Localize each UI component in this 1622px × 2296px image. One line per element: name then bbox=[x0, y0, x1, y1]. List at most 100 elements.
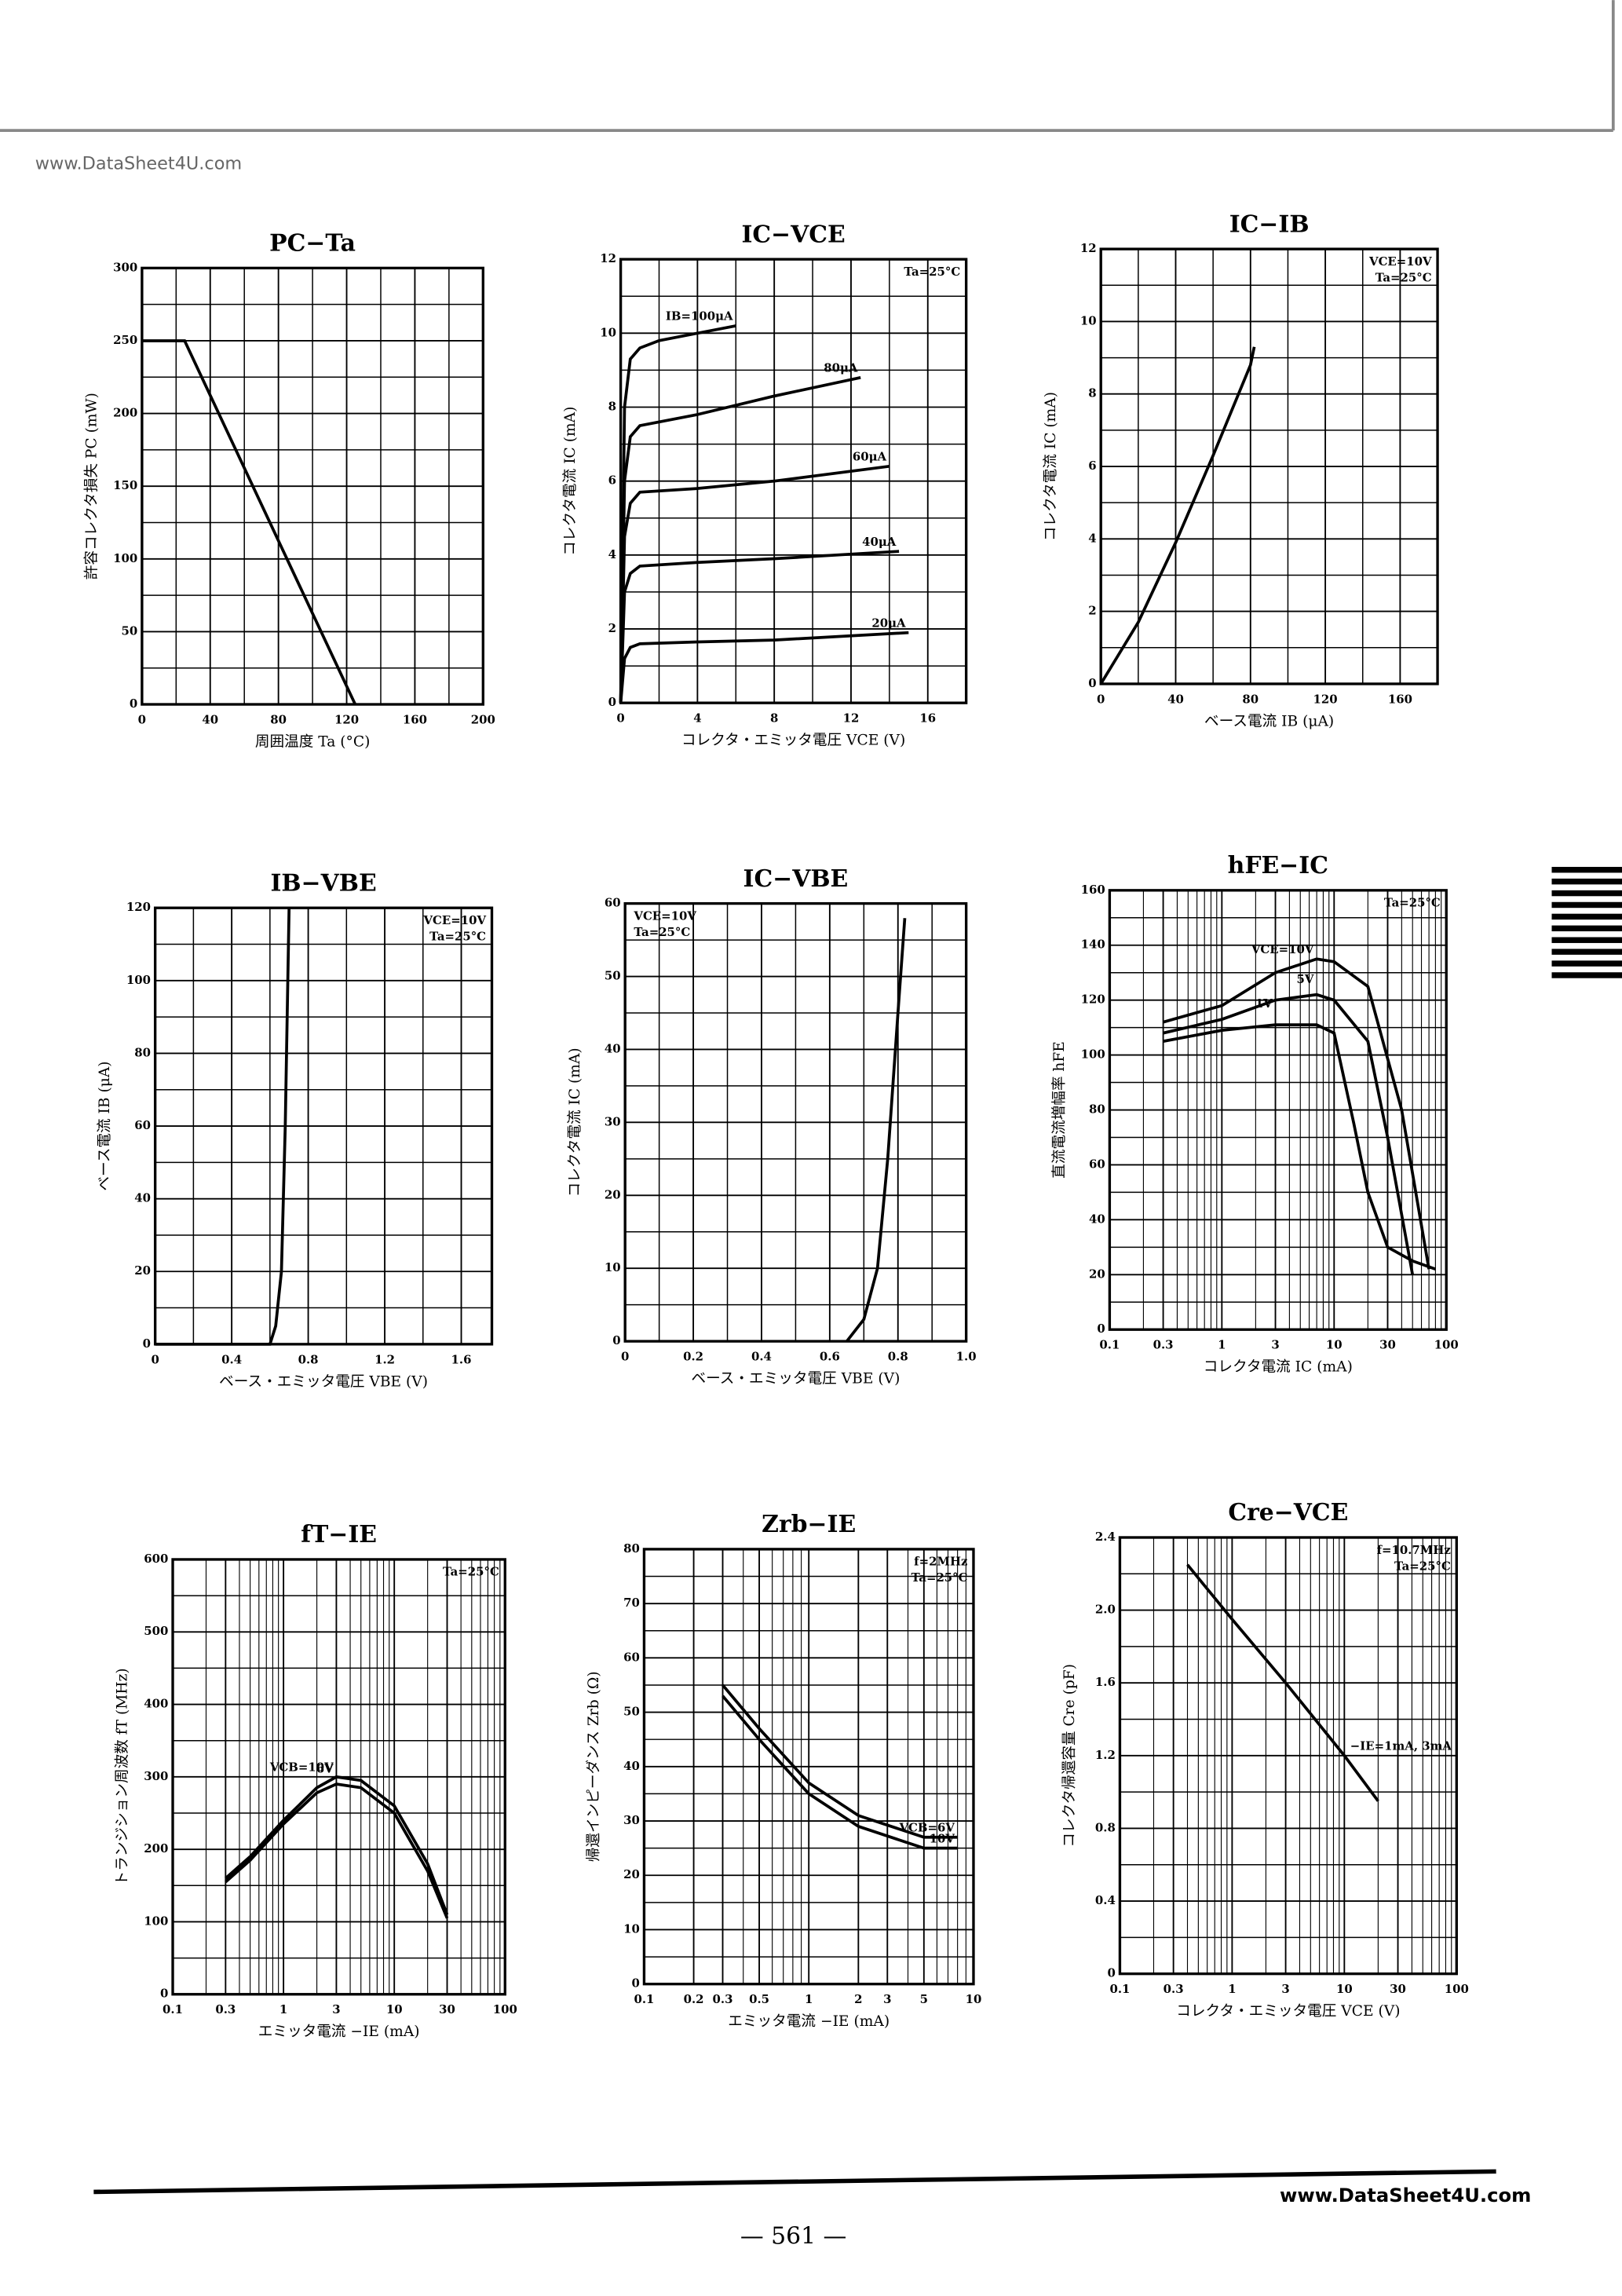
x-tick-label: 1.2 bbox=[374, 1352, 395, 1366]
y-tick-label: 0.4 bbox=[1095, 1893, 1116, 1907]
y-tick-label: 10 bbox=[600, 325, 616, 339]
chart-title: IC−IB bbox=[1229, 210, 1310, 238]
x-axis-label: コレクタ・エミッタ電圧 VCE (V) bbox=[681, 733, 905, 749]
chart-title: Cre−VCE bbox=[1228, 1499, 1348, 1526]
annotation: VCE=10V bbox=[1368, 254, 1432, 269]
y-axis-label: コレクタ電流 IC (mA) bbox=[567, 1047, 583, 1197]
footer-rule bbox=[93, 2169, 1496, 2195]
y-tick-label: 80 bbox=[623, 1541, 640, 1556]
x-tick-label: 0.4 bbox=[221, 1352, 242, 1366]
x-tick-label: 80 bbox=[1242, 692, 1259, 706]
curve bbox=[619, 376, 861, 704]
x-tick-label: 40 bbox=[202, 713, 218, 727]
y-tick-label: 0 bbox=[143, 1336, 151, 1351]
plot-frame bbox=[153, 906, 494, 1346]
x-tick-label: 1 bbox=[1228, 1982, 1236, 1996]
y-tick-label: 200 bbox=[144, 1841, 168, 1855]
y-tick-label: 0 bbox=[160, 1987, 168, 2001]
y-tick-label: 50 bbox=[605, 969, 621, 983]
x-tick-label: 120 bbox=[334, 713, 359, 727]
plot-frame bbox=[1108, 889, 1448, 1331]
x-tick-label: 0 bbox=[621, 1350, 629, 1364]
curve bbox=[155, 908, 291, 1346]
y-tick-label: 0 bbox=[631, 1976, 639, 1991]
y-tick-label: 10 bbox=[1080, 313, 1097, 327]
y-tick-label: 0.8 bbox=[1095, 1820, 1116, 1834]
annotation: f=2MHz bbox=[914, 1555, 967, 1569]
x-tick-label: 80 bbox=[270, 713, 287, 727]
y-tick-label: 500 bbox=[144, 1624, 168, 1638]
y-tick-label: 6 bbox=[1088, 459, 1096, 473]
chart: 0 0.2 0.4 0.6 0.8 1.0 0 10 20 30 40 50 60 IC−VBE ベース・エ… bbox=[567, 865, 977, 1387]
x-tick-label: 0.6 bbox=[820, 1350, 840, 1364]
annotation: Ta=25°C bbox=[429, 929, 486, 943]
y-axis-label: ベース電流 IB (μA) bbox=[97, 1061, 113, 1190]
curve bbox=[619, 464, 890, 704]
x-tick-label: 0.8 bbox=[298, 1352, 319, 1366]
x-tick-label: 1 bbox=[279, 2002, 287, 2016]
y-tick-label: 30 bbox=[605, 1114, 621, 1128]
x-tick-label: 100 bbox=[1434, 1338, 1459, 1352]
plot-frame bbox=[619, 258, 968, 704]
chart-title: IC−VCE bbox=[741, 221, 845, 248]
y-tick-label: 4 bbox=[1088, 531, 1096, 545]
x-tick-label: 30 bbox=[439, 2002, 455, 2016]
x-tick-label: 100 bbox=[1445, 1982, 1469, 1996]
y-tick-label: 120 bbox=[1081, 993, 1105, 1007]
series-label: VCB=6V bbox=[898, 1821, 955, 1835]
x-tick-label: 0 bbox=[138, 713, 146, 727]
plot-frame bbox=[642, 1548, 975, 1986]
y-tick-label: 30 bbox=[623, 1813, 640, 1827]
y-tick-label: 40 bbox=[134, 1191, 151, 1205]
x-tick-label: 12 bbox=[843, 711, 860, 726]
x-tick-label: 160 bbox=[1388, 692, 1412, 706]
y-axis-label: コレクタ電流 IC (mA) bbox=[1043, 392, 1059, 541]
chart-title: IC−VBE bbox=[743, 865, 849, 893]
curve bbox=[721, 1684, 958, 1839]
y-tick-label: 60 bbox=[134, 1118, 151, 1132]
chart-title: PC−Ta bbox=[269, 230, 356, 258]
y-tick-label: 150 bbox=[113, 478, 137, 492]
curve bbox=[1163, 993, 1415, 1275]
x-tick-label: 3 bbox=[332, 2002, 340, 2016]
y-tick-label: 0 bbox=[1107, 1966, 1115, 1980]
y-tick-label: 0 bbox=[130, 696, 137, 711]
x-tick-label: 0.1 bbox=[1109, 1982, 1130, 1996]
x-tick-label: 0.5 bbox=[749, 1992, 769, 2006]
series-label: 1V bbox=[1255, 996, 1273, 1011]
x-tick-label: 0.3 bbox=[1153, 1338, 1174, 1352]
series-label: 20μA bbox=[871, 616, 906, 631]
x-tick-label: 3 bbox=[1281, 1982, 1289, 1996]
y-tick-label: 40 bbox=[1089, 1212, 1105, 1226]
y-tick-label: 250 bbox=[113, 333, 137, 347]
x-tick-label: 40 bbox=[1167, 692, 1184, 706]
y-tick-label: 160 bbox=[1081, 883, 1105, 897]
y-tick-label: 40 bbox=[605, 1041, 621, 1055]
x-tick-label: 0.2 bbox=[684, 1992, 704, 2006]
y-tick-label: 200 bbox=[113, 406, 137, 420]
chart-title: fT−IE bbox=[301, 1521, 377, 1548]
y-tick-label: 20 bbox=[605, 1187, 621, 1201]
x-tick-label: 160 bbox=[403, 713, 427, 727]
y-tick-label: 300 bbox=[113, 260, 137, 274]
series-label: 6V bbox=[316, 1761, 334, 1775]
y-tick-label: 600 bbox=[144, 1552, 168, 1566]
series-label: IB=100μA bbox=[666, 309, 733, 324]
x-tick-label: 10 bbox=[386, 2002, 403, 2016]
y-tick-label: 140 bbox=[1081, 938, 1105, 952]
x-tick-label: 3 bbox=[883, 1992, 891, 2006]
series-label: VCB=10V bbox=[269, 1760, 334, 1775]
x-tick-label: 8 bbox=[770, 711, 778, 726]
y-tick-label: 8 bbox=[1088, 386, 1096, 400]
y-tick-label: 60 bbox=[623, 1650, 640, 1664]
x-tick-label: 4 bbox=[693, 711, 701, 726]
annotation: Ta=25°C bbox=[443, 1565, 499, 1579]
x-tick-label: 1 bbox=[805, 1992, 813, 2006]
chart: 0.1 0.3 1 3 10 30 100 0 20 40 60 80 100 120 140 160 hFE−… bbox=[1051, 852, 1459, 1376]
annotation: Ta=25°C bbox=[1394, 1559, 1451, 1573]
y-axis-label: 許容コレクタ損失 PC (mW) bbox=[83, 393, 100, 579]
y-tick-label: 12 bbox=[600, 251, 616, 265]
